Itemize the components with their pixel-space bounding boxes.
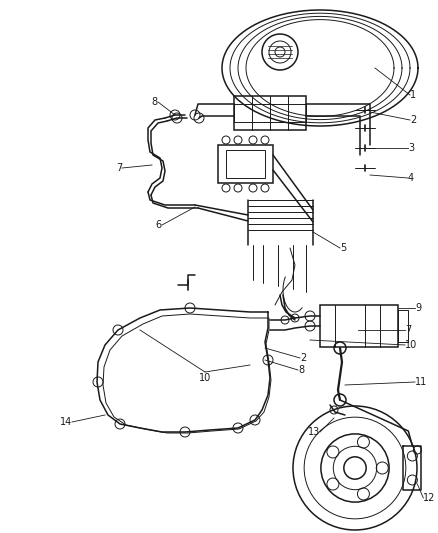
Text: 3: 3 <box>408 143 414 153</box>
Text: 1: 1 <box>410 90 416 100</box>
Text: 13: 13 <box>308 427 320 437</box>
Text: 8: 8 <box>152 97 158 107</box>
Bar <box>226 150 265 178</box>
Text: 10: 10 <box>199 373 211 383</box>
Text: 6: 6 <box>156 220 162 230</box>
Bar <box>218 145 273 183</box>
Text: 14: 14 <box>60 417 72 427</box>
Text: 12: 12 <box>424 493 436 503</box>
Text: 11: 11 <box>415 377 427 387</box>
Text: 2: 2 <box>410 115 416 125</box>
Bar <box>234 104 306 122</box>
Text: 8: 8 <box>298 365 304 375</box>
Text: 10: 10 <box>405 340 417 350</box>
Bar <box>398 310 408 342</box>
Bar <box>320 305 398 347</box>
Text: 7: 7 <box>405 325 411 335</box>
Bar <box>234 96 306 130</box>
Text: 5: 5 <box>340 243 346 253</box>
Text: 7: 7 <box>116 163 122 173</box>
Text: 9: 9 <box>415 303 421 313</box>
Text: 4: 4 <box>408 173 414 183</box>
Text: 2: 2 <box>300 353 306 363</box>
